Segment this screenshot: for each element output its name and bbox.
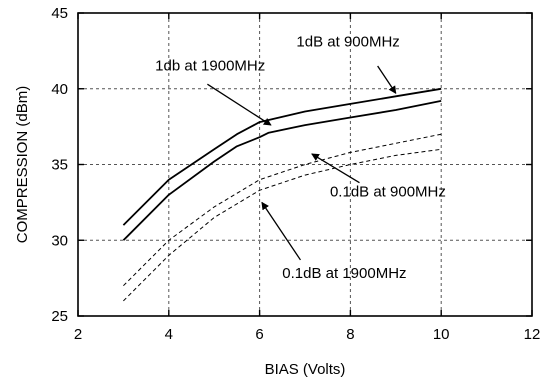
x-tick-label: 6 xyxy=(255,326,263,343)
x-tick-label: 2 xyxy=(74,326,82,343)
y-axis-label: COMPRESSION (dBm) xyxy=(14,86,31,244)
x-tick-label: 10 xyxy=(433,326,450,343)
x-tick-label: 8 xyxy=(346,326,354,343)
annotation-arrow xyxy=(261,201,301,261)
y-tick-label: 35 xyxy=(51,157,68,174)
annotations: 1dB at 900MHz 1db at 1900MHz 0.1dB at 900M… xyxy=(155,33,446,282)
y-tick-label: 25 xyxy=(51,308,68,325)
y-tick-label: 45 xyxy=(51,5,68,22)
annotation-label: 0.1dB at 900MHz xyxy=(330,183,446,200)
annotation-arrow xyxy=(311,153,360,184)
annotation-label: 1db at 1900MHz xyxy=(155,58,265,75)
x-axis-label: BIAS (Volts) xyxy=(265,361,346,378)
series-line xyxy=(122,100,442,241)
annotation-arrow xyxy=(207,83,272,126)
series-line xyxy=(122,87,442,226)
grid xyxy=(78,13,532,316)
y-tick-label: 30 xyxy=(51,232,68,249)
annotation-label: 1dB at 900MHz xyxy=(296,33,399,50)
x-tick-label: 12 xyxy=(524,326,541,343)
series-line xyxy=(123,133,442,287)
annotation-label: 0.1dB at 1900MHz xyxy=(282,265,406,282)
y-tick-label: 40 xyxy=(51,81,68,98)
axis-ticks: 2 4 6 8 10 12 25 30 35 40 45 xyxy=(51,5,540,343)
annotation-arrow xyxy=(377,65,397,94)
x-tick-label: 4 xyxy=(165,326,173,343)
series-lines xyxy=(122,87,442,302)
series-line xyxy=(123,148,442,302)
